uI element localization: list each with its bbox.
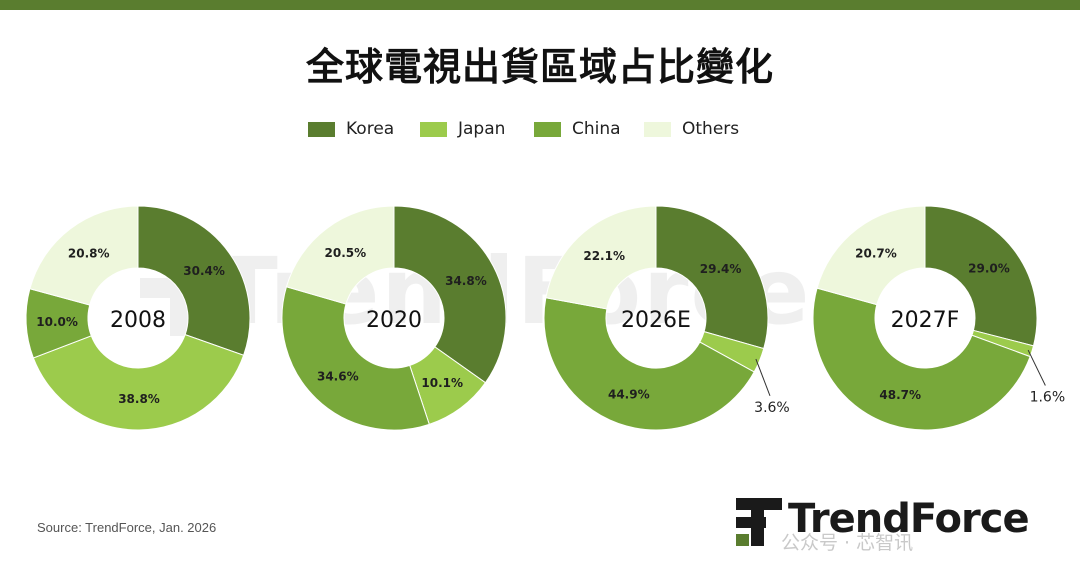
slice-label-2008-korea: 30.4% [183, 264, 225, 278]
wechat-watermark: 公众号 · 芯智讯 [781, 532, 914, 554]
legend-label-china: China [572, 119, 621, 139]
legend-label-japan: Japan [458, 119, 506, 139]
top-accent-bar [0, 0, 1080, 10]
slice-label-2027f-others: 20.7% [855, 247, 897, 261]
donut-slice-2008-others [29, 205, 139, 306]
legend-swatch-japan [420, 122, 447, 137]
donut-slice-2027f-china [812, 287, 1031, 431]
slice-label-2026e-korea: 29.4% [700, 262, 742, 276]
slice-label-2020-korea: 34.8% [445, 274, 487, 288]
legend-swatch-others [644, 122, 671, 137]
donut-slice-2027f-korea [924, 205, 1038, 347]
leader-line-2027f-japan [1027, 349, 1046, 386]
logo-text: TrendForce [788, 496, 1030, 542]
center-label-2026e: 2026E [621, 308, 691, 333]
slice-label-2020-japan: 10.1% [421, 376, 463, 390]
donut-slice-2008-japan [32, 334, 245, 431]
legend-swatch-china [534, 122, 561, 137]
donut-slice-2027f-others [816, 205, 926, 306]
slice-label-2008-japan: 38.8% [118, 392, 160, 406]
trendforce-logo-icon [736, 498, 782, 546]
donut-slice-2020-korea [393, 205, 507, 384]
center-label-2027f: 2027F [891, 308, 960, 333]
slice-label-2020-others: 20.5% [325, 246, 367, 260]
slice-label-2026e-china: 44.9% [608, 387, 650, 401]
center-label-2020: 2020 [366, 308, 422, 333]
trendforce-logo: TrendForce [736, 496, 1046, 550]
donut-chart-2026e: 29.4% 3.6% 44.9% 22.1% 2026E [543, 205, 790, 431]
donut-slice-2026e-korea [655, 205, 769, 350]
slice-label-2027f-china: 48.7% [879, 388, 921, 402]
donut-slice-2020-china [281, 286, 430, 431]
donut-chart-2020: 34.8% 10.1% 34.6% 20.5% 2020 [281, 205, 507, 431]
slice-label-2027f-japan: 1.6% [1030, 389, 1066, 405]
slice-label-2026e-others: 22.1% [583, 249, 625, 263]
source-note: Source: TrendForce, Jan. 2026 [37, 520, 217, 535]
donut-chart-2027f: 29.0% 1.6% 48.7% 20.7% 2027F [812, 205, 1066, 431]
slice-label-2026e-japan: 3.6% [754, 400, 790, 416]
legend-label-others: Others [682, 119, 740, 139]
slice-label-2027f-korea: 29.0% [968, 261, 1010, 275]
leader-line-2026e-japan [755, 358, 771, 396]
chart-title: 全球電視出貨區域占比變化 [305, 45, 774, 89]
legend-swatch-korea [308, 122, 335, 137]
donut-slice-2020-others [285, 205, 395, 305]
slice-label-2008-china: 10.0% [36, 315, 78, 329]
donut-slice-2026e-others [545, 205, 657, 310]
donut-chart-2008: 30.4% 38.8% 10.0% 20.8% 2008 [25, 205, 251, 431]
donut-slice-2026e-china [543, 297, 755, 431]
slice-label-2008-others: 20.8% [68, 247, 110, 261]
legend-label-korea: Korea [346, 119, 395, 139]
donut-slice-2008-korea [137, 205, 251, 356]
slice-label-2020-china: 34.6% [317, 369, 359, 383]
center-label-2008: 2008 [110, 308, 166, 333]
